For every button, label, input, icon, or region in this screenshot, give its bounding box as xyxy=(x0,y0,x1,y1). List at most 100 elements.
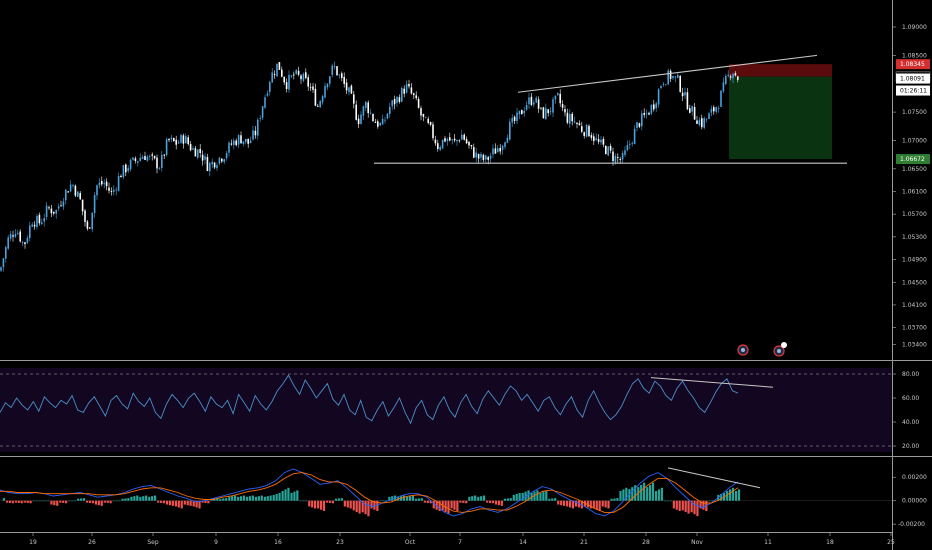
macd-histogram-bar xyxy=(29,500,32,504)
candle-body xyxy=(237,135,240,145)
price-tag-label: 1.08091 xyxy=(900,76,925,83)
stop-loss-zone[interactable] xyxy=(729,64,832,77)
macd-panel[interactable] xyxy=(0,460,892,532)
candle-body xyxy=(240,135,242,144)
candle-body xyxy=(641,113,643,127)
macd-histogram-bar xyxy=(512,494,515,501)
candle-body xyxy=(566,112,569,123)
candle-body xyxy=(624,150,626,155)
candle-body xyxy=(189,143,192,151)
price-panel[interactable] xyxy=(0,0,892,360)
macd-histogram-bar xyxy=(568,500,572,508)
macd-histogram-bar xyxy=(281,491,284,501)
candle-body xyxy=(117,175,120,191)
macd-histogram-bar xyxy=(97,500,100,506)
candle-body xyxy=(677,74,679,78)
rsi-divergence-line[interactable] xyxy=(650,377,774,388)
candle-body xyxy=(449,137,451,141)
candle-body xyxy=(461,134,463,140)
candle-body xyxy=(341,73,343,78)
candle-body xyxy=(288,74,290,90)
candle-body xyxy=(559,93,561,104)
macd-histogram-bar xyxy=(438,500,441,512)
time-tick-label: 16 xyxy=(274,539,282,546)
macd-histogram-bar xyxy=(518,492,521,501)
candle-body xyxy=(545,108,547,120)
candle-body xyxy=(297,70,300,75)
macd-histogram-bar xyxy=(103,500,106,503)
candle-body xyxy=(674,76,677,78)
candle-body xyxy=(636,122,638,129)
candle-body xyxy=(48,207,50,209)
macd-signal-line xyxy=(0,472,739,513)
macd-histogram-bar xyxy=(509,498,512,501)
candle-body xyxy=(689,108,691,113)
macd-histogram-bar xyxy=(183,500,186,505)
macd-histogram-bar xyxy=(62,500,65,503)
candle-body xyxy=(525,105,528,110)
candle-body xyxy=(206,156,209,171)
candle-body xyxy=(38,214,41,224)
candle-body xyxy=(564,109,566,113)
trendlines[interactable] xyxy=(374,54,847,164)
candle-body xyxy=(329,76,331,84)
candle-body xyxy=(105,181,108,187)
macd-histogram-bar xyxy=(59,500,62,503)
candle-body xyxy=(168,138,170,141)
event-marker-2[interactable] xyxy=(773,342,787,357)
candle-body xyxy=(278,62,281,70)
event-marker-1[interactable] xyxy=(737,344,749,356)
macd-histogram-bar xyxy=(699,500,702,509)
macd-histogram-bar xyxy=(586,500,589,508)
candle-body xyxy=(703,118,705,128)
candle-body xyxy=(653,104,655,110)
macd-histogram-bar xyxy=(486,500,489,503)
candle-body xyxy=(254,130,257,136)
candle-body xyxy=(247,138,249,144)
macd-histogram-bar xyxy=(79,498,83,501)
macd-histogram-bar xyxy=(477,496,480,501)
macd-histogram-bar xyxy=(720,493,723,501)
candle-body xyxy=(465,139,468,144)
macd-histogram-bar xyxy=(23,500,26,503)
candle-body xyxy=(350,85,353,94)
short-position-tool[interactable] xyxy=(729,64,832,160)
take-profit-zone[interactable] xyxy=(729,76,832,160)
macd-histogram-bar xyxy=(106,500,109,503)
candle-body xyxy=(245,138,247,142)
candle-body xyxy=(233,140,235,145)
macd-histogram-bar xyxy=(248,496,252,501)
macd-histogram-bar xyxy=(222,498,225,501)
macd-histogram-bar xyxy=(406,496,409,501)
macd-histogram-bar xyxy=(189,500,192,506)
candle-body xyxy=(120,175,122,178)
macd-histogram-bar xyxy=(426,500,429,503)
macd-tick-label: -0.00200 xyxy=(898,521,925,528)
macd-histogram-bar xyxy=(201,500,204,503)
candle-body xyxy=(185,136,187,144)
macd-divergence-line[interactable] xyxy=(667,467,761,489)
macd-histogram-bar xyxy=(112,500,115,502)
candle-body xyxy=(453,138,456,141)
price-tick-label: 1.05300 xyxy=(902,234,927,241)
upper-trendline[interactable] xyxy=(517,54,818,93)
macd-histogram-bar xyxy=(737,489,741,501)
candle-body xyxy=(367,102,369,114)
macd-histogram-bar xyxy=(239,496,243,501)
candle-body xyxy=(501,145,504,150)
candle-body xyxy=(422,113,425,117)
macd-histogram-bar xyxy=(219,498,222,501)
candle-body xyxy=(403,88,405,94)
time-tick-label: 11 xyxy=(764,539,772,546)
candle-body xyxy=(686,92,689,110)
candle-body xyxy=(17,233,19,235)
candle-body xyxy=(715,107,717,112)
macd-histogram-bar xyxy=(414,498,418,501)
candle-body xyxy=(127,168,129,171)
macd-histogram-bar xyxy=(444,500,447,512)
macd-histogram-bar xyxy=(94,500,98,505)
macd-histogram-bar xyxy=(151,496,154,501)
candle-body xyxy=(302,73,305,81)
